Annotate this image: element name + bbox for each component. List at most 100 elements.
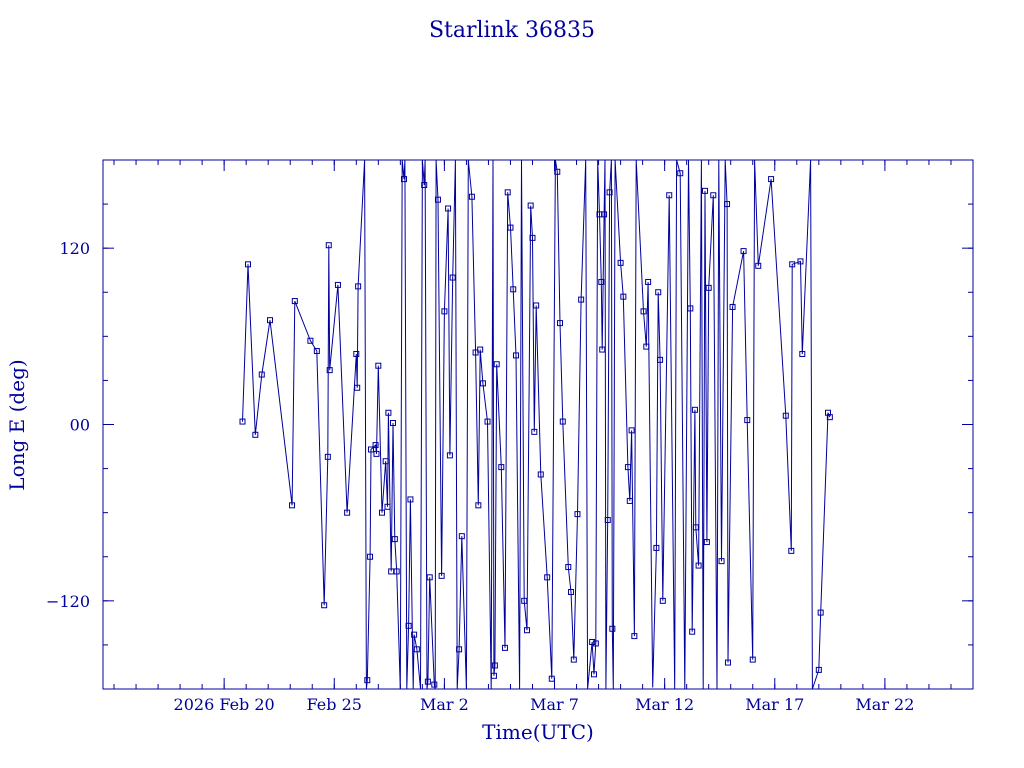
data-point-marker <box>687 305 694 312</box>
data-point-marker <box>490 672 497 679</box>
data-point-marker <box>601 211 608 218</box>
data-point-marker <box>782 412 789 419</box>
data-point-marker <box>475 502 482 509</box>
data-point-marker <box>527 202 534 209</box>
data-point-marker <box>592 640 599 647</box>
data-point-marker <box>789 261 796 268</box>
data-point-marker <box>677 170 684 177</box>
data-point-marker <box>364 677 371 684</box>
data-point-marker <box>393 568 400 575</box>
data-point-marker <box>367 553 374 560</box>
data-point-marker <box>252 431 259 438</box>
x-tick-label: Mar 12 <box>635 695 694 714</box>
data-point-marker <box>493 361 500 368</box>
data-point-marker <box>815 666 822 673</box>
data-point-marker <box>324 453 331 460</box>
data-point-marker <box>446 452 453 459</box>
data-point-marker <box>382 458 389 465</box>
data-point-marker <box>691 406 698 413</box>
data-point-marker <box>653 544 660 551</box>
data-point-marker <box>692 524 699 531</box>
data-point-marker <box>657 356 664 363</box>
data-point-marker <box>554 168 561 175</box>
data-point-marker <box>557 320 564 327</box>
plot-frame <box>102 159 974 690</box>
data-point-marker <box>321 602 328 609</box>
data-point-marker <box>826 414 833 421</box>
data-point-marker <box>537 471 544 478</box>
data-point-marker <box>710 192 717 199</box>
data-point-marker <box>609 625 616 632</box>
data-point-marker <box>498 464 505 471</box>
x-tick-label: 2026 Feb 20 <box>174 695 275 714</box>
data-point-marker <box>570 656 577 663</box>
data-point-marker <box>431 681 438 688</box>
data-point-marker <box>258 371 265 378</box>
data-point-marker <box>445 205 452 212</box>
data-point-marker <box>239 418 246 425</box>
data-point-marker <box>367 446 374 453</box>
data-point-marker <box>689 628 696 635</box>
data-point-marker <box>574 511 581 518</box>
data-point-marker <box>378 509 385 516</box>
data-point-marker <box>355 283 362 290</box>
data-point-marker <box>401 176 408 183</box>
data-point-marker <box>523 627 530 634</box>
data-point-marker <box>354 384 361 391</box>
data-point-marker <box>617 259 624 266</box>
data-point-marker <box>456 646 463 653</box>
data-point-marker <box>413 646 420 653</box>
x-tick-label: Mar 2 <box>420 695 469 714</box>
data-point-marker <box>565 564 572 571</box>
data-point-marker <box>729 303 736 310</box>
data-point-marker <box>384 503 391 510</box>
data-point-marker <box>449 274 456 281</box>
data-point-marker <box>702 187 709 194</box>
data-point-marker <box>504 189 511 196</box>
data-point-marker <box>799 350 806 357</box>
x-tick-label: Mar 17 <box>745 695 804 714</box>
data-point-marker <box>590 671 597 678</box>
data-point-marker <box>479 380 486 387</box>
data-point-marker <box>724 201 731 208</box>
data-point-marker <box>375 362 382 369</box>
data-point-marker <box>267 317 274 324</box>
y-tick-label: 00 <box>70 416 90 435</box>
data-point-marker <box>468 193 475 200</box>
data-point-marker <box>645 278 652 285</box>
data-point-marker <box>744 417 751 424</box>
data-point-marker <box>326 367 333 374</box>
data-point-marker <box>512 352 519 359</box>
data-point-marker <box>510 286 517 293</box>
data-point-marker <box>372 442 379 449</box>
data-point-marker <box>631 633 638 640</box>
y-tick-label: −120 <box>46 592 90 611</box>
data-point-marker <box>788 547 795 554</box>
data-point-marker <box>434 196 441 203</box>
chart-title: Starlink 36835 <box>429 18 595 43</box>
data-point-marker <box>705 284 712 291</box>
data-point-marker <box>643 343 650 350</box>
data-point-marker <box>817 609 824 616</box>
data-point-marker <box>655 289 662 296</box>
data-point-marker <box>599 346 606 353</box>
x-tick-label: Mar 22 <box>855 695 914 714</box>
data-point-marker <box>768 176 775 183</box>
data-point-marker <box>325 242 332 249</box>
data-point-marker <box>749 656 756 663</box>
y-tick-label: 120 <box>59 239 90 258</box>
x-axis-label: Time(UTC) <box>482 720 594 744</box>
data-point-marker <box>307 337 314 344</box>
data-point-marker <box>659 597 666 604</box>
data-point-marker <box>624 464 631 471</box>
data-point-marker <box>501 644 508 651</box>
data-point-marker <box>825 409 831 416</box>
data-point-marker <box>385 409 392 416</box>
data-point-marker <box>740 248 747 255</box>
data-point-marker <box>598 278 605 285</box>
data-point-marker <box>313 348 320 355</box>
data-point-marker <box>606 189 613 196</box>
x-tick-label: Mar 7 <box>530 695 579 714</box>
data-point-marker <box>529 234 536 241</box>
